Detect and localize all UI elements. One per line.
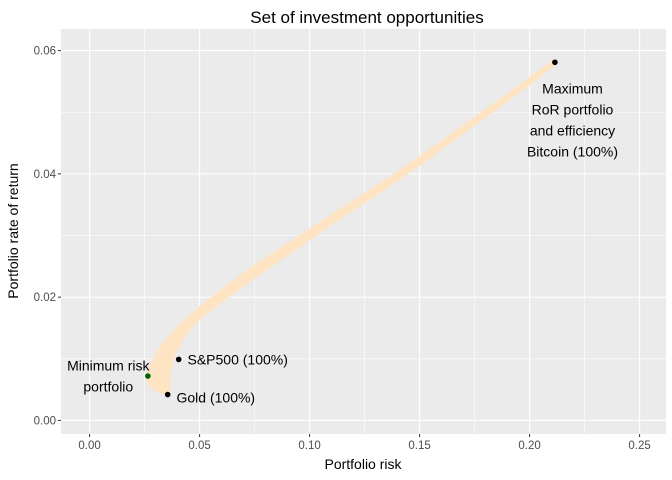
annotation-label: and efficiency	[530, 123, 615, 139]
annotation-label: RoR portfolio	[532, 102, 614, 118]
y-tick-label: 0.04	[34, 169, 57, 181]
x-tick-label: 0.10	[298, 440, 320, 452]
x-tick-label: 0.20	[518, 440, 540, 452]
annotation-label: Maximum	[542, 81, 603, 97]
x-tick-label: 0.00	[78, 440, 100, 452]
y-axis-title: Portfolio rate of return	[5, 163, 21, 298]
x-axis-title: Portfolio risk	[324, 456, 402, 472]
chart-title: Set of investment opportunities	[250, 8, 483, 27]
x-tick-label: 0.15	[408, 440, 430, 452]
point	[164, 391, 171, 398]
point	[145, 373, 151, 379]
annotation-label: S&P500 (100%)	[188, 351, 288, 367]
portfolio-cloud-area	[145, 59, 558, 397]
y-tick-label: 0.06	[34, 46, 56, 58]
annotation-label: Minimum risk	[67, 358, 150, 374]
point	[552, 59, 558, 66]
y-tick-label: 0.00	[34, 415, 56, 427]
points	[145, 59, 558, 398]
y-tick-label: 0.02	[34, 292, 56, 304]
axis-ticks: 0.00 0.05 0.10 0.15 0.20 0.25 0.00 0.02 0.04 0.06	[34, 46, 651, 452]
portfolio-cloud	[145, 59, 558, 397]
x-tick-label: 0.25	[628, 440, 650, 452]
annotation-label: Bitcoin (100%)	[527, 144, 618, 160]
annotation-label: portfolio	[83, 379, 133, 395]
point	[175, 356, 182, 363]
annotation-label: Gold (100%)	[177, 390, 256, 406]
annotations: S&P500 (100%) Gold (100%) Minimum risk port…	[67, 81, 618, 406]
x-tick-label: 0.05	[188, 440, 210, 452]
